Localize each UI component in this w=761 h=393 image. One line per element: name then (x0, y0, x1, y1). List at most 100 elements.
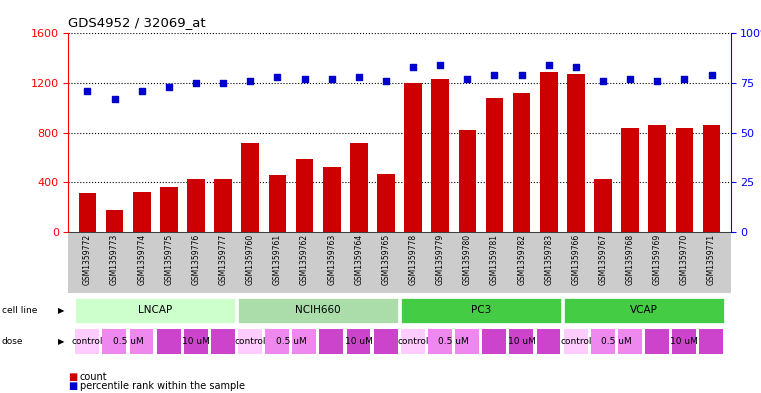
FancyBboxPatch shape (509, 329, 533, 354)
Text: 0.5 uM: 0.5 uM (438, 337, 470, 346)
Bar (78, 193, 97, 232)
FancyBboxPatch shape (645, 329, 669, 354)
Bar (513, 93, 530, 232)
FancyBboxPatch shape (672, 329, 696, 354)
Text: control: control (397, 337, 429, 346)
Point (244, 78, 256, 84)
Text: count: count (80, 372, 107, 382)
Text: GDS4952 / 32069_at: GDS4952 / 32069_at (68, 16, 206, 29)
Text: dose: dose (2, 337, 23, 346)
Text: GSM1359780: GSM1359780 (463, 234, 472, 285)
Point (326, 76, 338, 82)
FancyBboxPatch shape (292, 329, 317, 354)
FancyBboxPatch shape (346, 329, 371, 354)
Text: control: control (234, 337, 266, 346)
Text: GSM1359773: GSM1359773 (110, 234, 119, 285)
Point (298, 76, 310, 82)
Point (163, 84, 175, 90)
Bar (350, 143, 368, 232)
Text: GSM1359776: GSM1359776 (192, 234, 200, 285)
Text: 10 uM: 10 uM (670, 337, 699, 346)
Point (81, 88, 94, 94)
Text: 10 uM: 10 uM (345, 337, 373, 346)
FancyBboxPatch shape (401, 329, 425, 354)
Text: PC3: PC3 (471, 305, 491, 315)
FancyBboxPatch shape (211, 329, 235, 354)
Text: NCIH660: NCIH660 (295, 305, 341, 315)
Bar (133, 192, 151, 232)
Point (434, 62, 446, 68)
Text: ■: ■ (68, 381, 78, 391)
Bar (215, 178, 232, 232)
Bar (567, 74, 584, 232)
Text: GSM1359768: GSM1359768 (626, 234, 635, 285)
FancyBboxPatch shape (75, 329, 99, 354)
Text: control: control (560, 337, 591, 346)
FancyBboxPatch shape (564, 329, 587, 354)
Bar (540, 72, 558, 232)
Point (651, 78, 664, 84)
FancyBboxPatch shape (482, 329, 506, 354)
Text: GSM1359764: GSM1359764 (355, 234, 363, 285)
Point (190, 80, 202, 86)
FancyBboxPatch shape (320, 329, 343, 354)
Point (678, 76, 690, 82)
Text: ▶: ▶ (58, 337, 65, 346)
Text: percentile rank within the sample: percentile rank within the sample (80, 381, 245, 391)
Point (624, 76, 636, 82)
FancyBboxPatch shape (428, 329, 452, 354)
Bar (702, 125, 721, 232)
Text: 0.5 uM: 0.5 uM (275, 337, 307, 346)
Bar (160, 187, 178, 232)
Bar (187, 178, 205, 232)
FancyBboxPatch shape (591, 329, 615, 354)
Text: GSM1359771: GSM1359771 (707, 234, 716, 285)
Bar (431, 79, 449, 232)
Bar (486, 98, 503, 232)
Text: GSM1359762: GSM1359762 (300, 234, 309, 285)
Point (489, 72, 501, 78)
FancyBboxPatch shape (129, 329, 154, 354)
Bar (323, 167, 340, 232)
Bar (377, 174, 395, 232)
Text: GSM1359761: GSM1359761 (273, 234, 282, 285)
Point (272, 74, 284, 80)
FancyBboxPatch shape (184, 329, 208, 354)
Bar (241, 143, 259, 232)
Point (705, 72, 718, 78)
Bar (269, 175, 286, 232)
FancyBboxPatch shape (455, 329, 479, 354)
Text: GSM1359772: GSM1359772 (83, 234, 92, 285)
Point (461, 76, 473, 82)
Text: GSM1359777: GSM1359777 (218, 234, 228, 285)
Point (515, 72, 527, 78)
Point (570, 64, 582, 70)
Text: GSM1359782: GSM1359782 (517, 234, 526, 285)
FancyBboxPatch shape (103, 329, 126, 354)
FancyBboxPatch shape (75, 298, 235, 323)
Point (597, 78, 609, 84)
Bar (459, 130, 476, 232)
Text: cell line: cell line (2, 306, 37, 314)
FancyBboxPatch shape (699, 329, 723, 354)
Text: GSM1359767: GSM1359767 (599, 234, 607, 285)
Point (543, 62, 555, 68)
FancyBboxPatch shape (564, 298, 724, 323)
FancyBboxPatch shape (238, 298, 398, 323)
Text: ▶: ▶ (58, 306, 65, 314)
Text: GSM1359763: GSM1359763 (327, 234, 336, 285)
Point (380, 78, 392, 84)
Point (407, 64, 419, 70)
Point (217, 80, 229, 86)
Bar (676, 128, 693, 232)
FancyBboxPatch shape (537, 329, 560, 354)
Text: GSM1359778: GSM1359778 (409, 234, 418, 285)
Point (109, 96, 121, 102)
Text: 0.5 uM: 0.5 uM (113, 337, 144, 346)
Text: ■: ■ (68, 372, 78, 382)
Text: GSM1359765: GSM1359765 (381, 234, 390, 285)
Text: GSM1359775: GSM1359775 (164, 234, 174, 285)
Text: GSM1359783: GSM1359783 (544, 234, 553, 285)
FancyBboxPatch shape (238, 329, 262, 354)
Point (135, 88, 148, 94)
